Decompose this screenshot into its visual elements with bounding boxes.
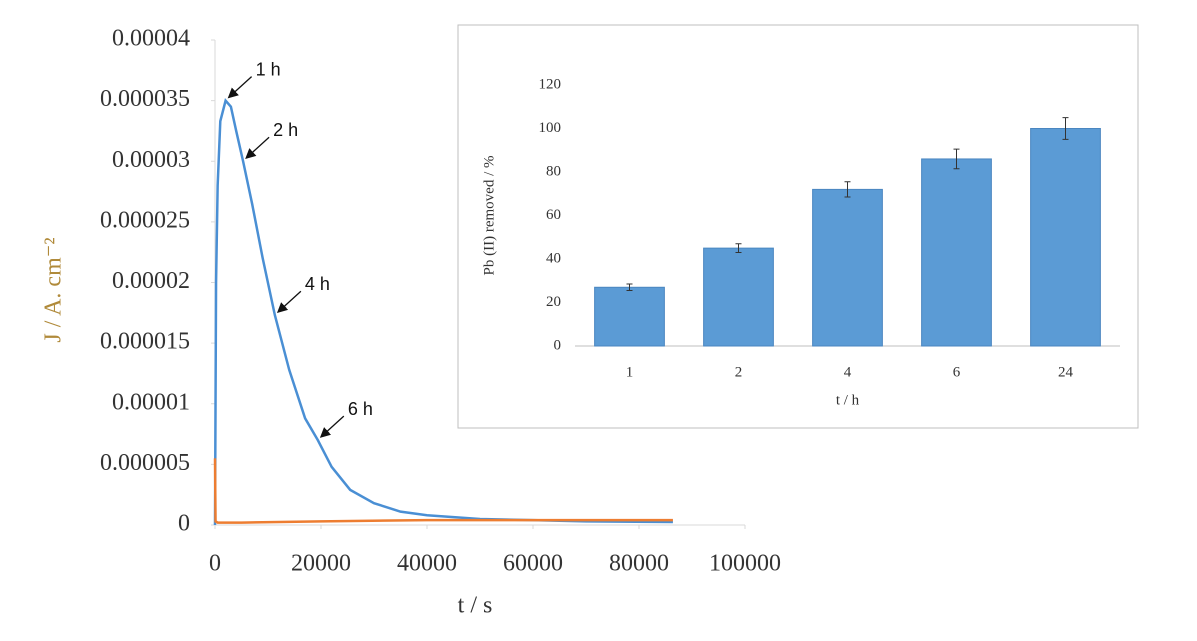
y-tick-label: 0.00003 [112,147,190,173]
x-tick-label: 0 [209,551,221,577]
x-axis-label: t / h [836,392,860,408]
annotation-arrow [319,415,345,438]
annotation-arrow [245,136,270,159]
y-tick-label: 40 [546,250,561,266]
annotation: 4 h [305,274,330,294]
annotation: 6 h [348,399,373,419]
y-tick-label: 0.000015 [100,329,190,355]
y-tick-label: 0.000005 [100,450,190,476]
error-bar [844,181,851,198]
annotation-arrow [276,290,302,313]
inset-frame [457,24,1139,429]
annotation: 1 h [256,59,281,79]
y-axis-label: J / A. cm⁻² [41,237,67,342]
bar [921,158,992,347]
error-bar [735,243,742,253]
x-tick-label: 24 [1058,364,1074,380]
x-tick-label: 20000 [291,551,351,577]
y-tick-label: 0.000025 [100,207,190,233]
x-tick-label: 100000 [709,551,781,577]
error-bar [953,148,960,170]
error-bar [626,283,633,292]
y-axis-label: Pb (II) removed / % [481,156,497,276]
data-line [213,98,673,526]
annotation-arrow [227,76,253,99]
y-tick-label: 0 [554,337,562,353]
x-tick-label: 80000 [609,551,669,577]
y-tick-label: 0.00001 [112,389,190,415]
data-line [213,458,673,524]
y-tick-label: 0.00004 [112,26,190,52]
x-tick-label: 40000 [397,551,457,577]
y-tick-label: 0.00002 [112,268,190,294]
error-bar [1062,117,1069,140]
x-tick-label: 6 [953,364,961,380]
y-tick-label: 20 [546,294,561,310]
bar [812,188,883,347]
x-tick-label: 1 [626,364,634,380]
x-tick-label: 4 [844,364,852,380]
y-tick-label: 120 [539,76,562,92]
y-tick-label: 60 [546,207,561,223]
x-axis-label: t / s [458,593,493,619]
annotation: 2 h [273,120,298,140]
x-tick-label: 60000 [503,551,563,577]
x-tick-label: 2 [735,364,743,380]
y-tick-label: 0 [178,511,190,537]
bar [1030,128,1101,347]
y-tick-label: 80 [546,163,561,179]
bar [594,286,665,347]
y-tick-label: 100 [539,120,562,136]
y-tick-label: 0.000035 [100,86,190,112]
bar [703,247,774,347]
